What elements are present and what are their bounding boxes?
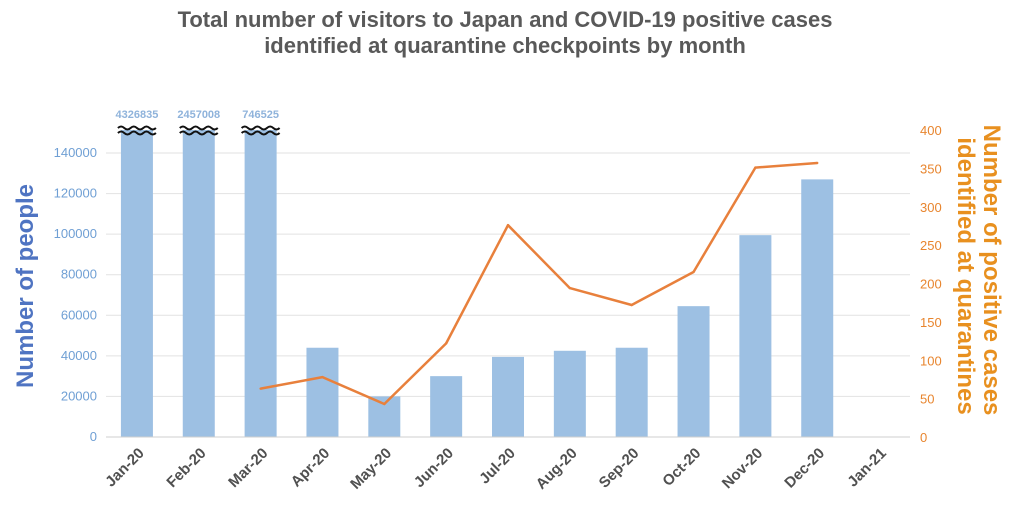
axis-break-mark-1-bottom	[179, 130, 219, 136]
y-tick-left-60000: 60000	[61, 307, 97, 322]
y-tick-left-80000: 80000	[61, 267, 97, 282]
line-point-apr-20	[321, 375, 324, 379]
x-tick-apr-20: Apr-20	[288, 445, 334, 491]
x-tick-dec-20: Dec-20	[781, 445, 828, 492]
line-point-jun-20	[444, 342, 448, 345]
y-axis-label-right: Number of positive cases identified at q…	[952, 125, 1005, 416]
bar-mar-20	[244, 130, 277, 437]
bar-data-label-2: 746525	[242, 109, 279, 121]
y-tick-left-0: 0	[90, 429, 97, 444]
x-tick-sep-20: Sep-20	[596, 445, 643, 492]
y-tick-right-400: 400	[920, 123, 942, 138]
y-tick-left-40000: 40000	[61, 348, 97, 363]
y-tick-right-50: 50	[920, 392, 934, 407]
bar-aug-20	[553, 350, 586, 437]
line-point-sep-20	[630, 303, 633, 307]
y-tick-right-200: 200	[920, 277, 942, 292]
y-tick-left-100000: 100000	[54, 226, 97, 241]
y-tick-right-300: 300	[920, 200, 942, 215]
axis-break-mark-1-top	[179, 125, 219, 131]
line-point-aug-20	[568, 286, 572, 290]
axis-break-mark-2-bottom	[240, 130, 281, 136]
chart-title-line-1: Total number of visitors to Japan and CO…	[178, 7, 833, 32]
line-point-dec-20	[816, 161, 819, 165]
bar-series: 4326835 2457008 746525	[116, 109, 834, 437]
x-tick-nov-20: Nov-20	[719, 445, 766, 492]
bar-sep-20	[615, 347, 648, 437]
line-point-mar-20	[259, 387, 262, 390]
line-point-may-20	[383, 402, 386, 406]
line-point-oct-20	[692, 270, 695, 274]
y-tick-right-250: 250	[920, 238, 942, 253]
x-tick-jun-20: Jun-20	[411, 445, 457, 491]
axis-break-mark-0-bottom	[117, 130, 157, 136]
bar-jul-20	[492, 356, 524, 437]
bar-jan-20	[120, 130, 153, 437]
x-tick-jan-20: Jan-20	[102, 445, 148, 491]
bar-data-label-0: 4326835	[116, 109, 159, 121]
chart-title: Total number of visitors to Japan and CO…	[178, 7, 833, 58]
gridlines	[106, 152, 910, 397]
bar-apr-20	[306, 347, 339, 437]
x-tick-jan-21: Jan-21	[844, 445, 890, 491]
axis-break-mark-2-top	[240, 125, 281, 131]
bar-jun-20	[430, 376, 463, 437]
x-tick-may-20: May-20	[347, 445, 395, 493]
bar-feb-20	[182, 130, 215, 437]
line-point-jul-20	[506, 223, 510, 227]
x-tick-aug-20: Aug-20	[533, 445, 581, 493]
y-tick-right-350: 350	[920, 161, 942, 176]
chart-title-line-2: identified at quarantine checkpoints by …	[264, 33, 746, 58]
bar-nov-20	[739, 235, 772, 437]
y-axis-label-left: Number of people	[12, 184, 39, 388]
y-tick-right-150: 150	[920, 315, 942, 330]
y-tick-left-120000: 120000	[54, 186, 97, 201]
x-tick-oct-20: Oct-20	[659, 445, 704, 490]
line-point-nov-20	[754, 166, 757, 169]
bar-dec-20	[801, 179, 834, 437]
x-tick-feb-20: Feb-20	[163, 445, 209, 491]
line-positive-cases	[260, 161, 818, 406]
y-tick-left-20000: 20000	[61, 388, 97, 403]
y-axis-label-right-line-2: identified at quarantines	[952, 137, 979, 414]
y-tick-left-140000: 140000	[54, 145, 97, 160]
bar-data-label-1: 2457008	[177, 109, 220, 121]
line-series	[259, 161, 819, 406]
x-tick-jul-20: Jul-20	[476, 445, 519, 488]
bar-oct-20	[677, 306, 710, 437]
y-tick-right-100: 100	[920, 353, 942, 368]
y-axis-label-right-line-1: Number of positive cases	[978, 125, 1005, 416]
x-tick-mar-20: Mar-20	[225, 445, 271, 491]
y-tick-right-0: 0	[920, 430, 927, 445]
axis-break-mark-0-top	[117, 125, 157, 131]
